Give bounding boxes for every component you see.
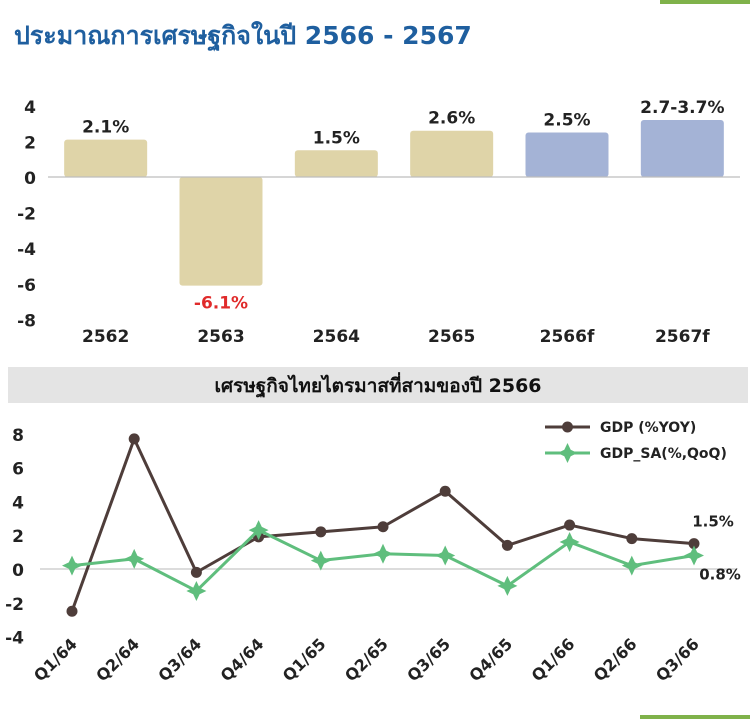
bar-y-tick-label: -8 [17,311,36,331]
line-y-tick-label: 8 [12,426,24,446]
legend-swatch-marker [557,443,578,463]
line-x-tick-label: Q1/64 [30,634,81,685]
series-point [373,543,393,564]
line-y-tick-label: -2 [5,595,24,615]
line-x-tick-label: Q3/66 [652,634,703,685]
series-point [564,519,576,531]
line-x-tick-label: Q2/66 [590,634,641,685]
bar-y-tick-label: 4 [24,98,36,118]
page-title: ประมาณการเศรษฐกิจในปี 2566 - 2567 [14,21,472,50]
line-x-tick-label: Q1/66 [528,634,579,685]
annual-gdp-bar-chart: 4 2 0 -2 -4 -6 -8 2.1% 2562 -6.1% 2563 1.5% 2564 2.6%… [17,98,740,347]
line-y-tick-label: -4 [5,629,24,649]
bar [179,177,263,286]
legend-entry: GDP_SA(%,QoQ) [600,446,727,462]
series-point [688,538,700,550]
series-point [248,520,269,541]
bar-data-label: 2.6% [428,109,475,129]
series-point [626,533,638,545]
bar-y-tick-label: 2 [24,133,36,153]
series-point [435,545,456,566]
end-label: 0.8% [699,565,741,583]
legend-entry: GDP (%YOY) [600,420,696,436]
bar-y-tick-label: -2 [17,205,36,225]
bar-category-label: 2563 [197,327,244,347]
bar-y-tick-label: -4 [17,240,36,260]
line-y-tick-label: 0 [12,561,24,581]
series-point [497,575,518,596]
bar-y-tick-label: -6 [17,276,36,296]
bar-data-label: 2.1% [82,118,129,138]
line-x-tick-label: Q3/65 [403,634,454,685]
series-point [439,485,451,497]
line-x-tick-label: Q1/65 [279,634,330,685]
bar [525,132,609,177]
bar [64,139,148,177]
bar [410,130,494,177]
line-chart-title: เศรษฐกิจไทยไตรมาสที่สามของปี 2566 [214,372,541,399]
line-y-tick-label: 6 [12,460,24,480]
bar-data-label: -6.1% [194,294,248,314]
bar-data-label: 2.5% [543,111,590,131]
bar-category-label: 2562 [82,327,129,347]
bar [294,150,378,177]
bar-data-label: 1.5% [313,128,360,148]
line-x-tick-label: Q2/64 [92,634,143,685]
series-point [310,550,331,571]
line-y-tick-label: 2 [12,527,24,547]
end-label: 1.5% [692,513,734,531]
series-point [684,545,704,566]
line-chart-title-band [8,367,748,403]
legend-swatch-marker [562,421,573,433]
series-point [190,566,202,578]
series-point [62,555,82,576]
series-point [186,581,207,601]
series-point [559,532,580,552]
series-point [128,433,140,445]
corner-accent-top [660,0,750,4]
line-x-tick-label: Q4/65 [465,634,516,685]
line-x-tick-label: Q2/65 [341,634,392,685]
series-point [377,521,389,533]
bar-category-label: 2565 [428,327,475,347]
quarterly-gdp-line-chart: เศรษฐกิจไทยไตรมาสที่สามของปี 2566 8 6 4 2 0 -2… [5,367,748,685]
series-point [315,526,327,538]
series-point [66,605,78,617]
bar [640,120,724,177]
line-y-tick-label: 4 [12,493,24,513]
line-x-tick-label: Q4/64 [217,634,268,685]
series-point [124,548,145,569]
series-point [501,539,513,551]
bar-category-label: 2564 [313,327,360,347]
bar-data-label: 2.7-3.7% [640,98,724,118]
line-x-tick-label: Q3/64 [154,634,205,685]
bar-category-label: 2567f [655,327,710,347]
bar-y-tick-label: 0 [24,169,36,189]
chart-legend: GDP (%YOY) GDP_SA(%,QoQ) [545,420,727,463]
bar-category-label: 2566f [540,327,595,347]
series-point [621,555,642,576]
corner-accent-bottom [640,715,750,719]
